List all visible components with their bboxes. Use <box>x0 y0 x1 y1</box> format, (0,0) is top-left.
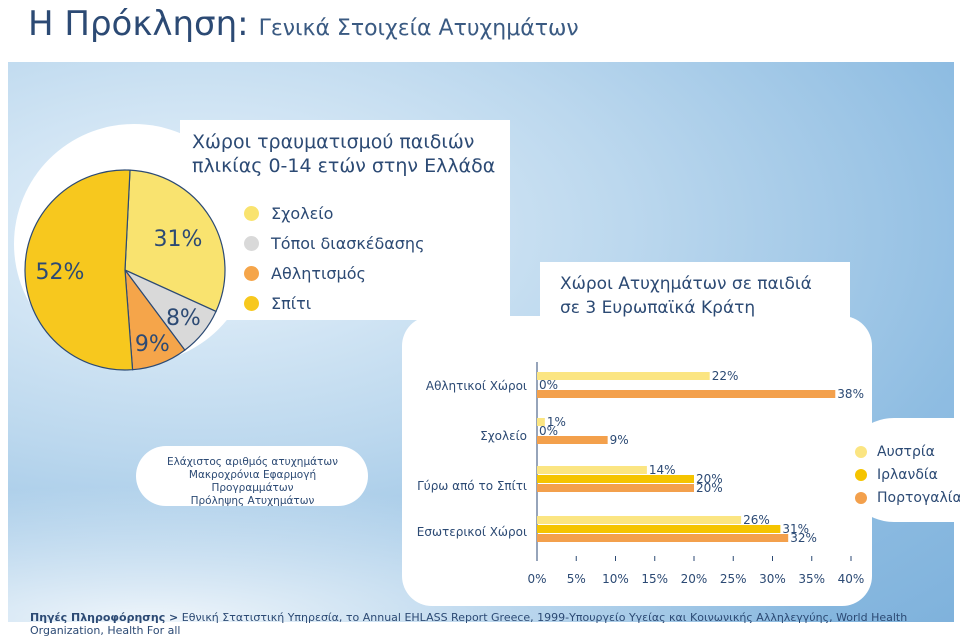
bar-value-label: 0% <box>539 424 558 438</box>
legend-item-ireland: Ιρλανδία <box>855 463 960 486</box>
bar-card <box>402 316 872 606</box>
legend-item-school: Σχολείο <box>244 198 424 228</box>
legend-label: Πορτογαλία <box>877 489 960 506</box>
legend-swatch <box>244 295 259 311</box>
bar-title-line: σε 3 Ευρωπαϊκά Κράτη <box>560 298 756 318</box>
x-tick-label: 20% <box>681 572 708 586</box>
legend-swatch <box>244 235 259 251</box>
legend-swatch <box>855 445 867 458</box>
x-tick-label: 25% <box>720 572 747 586</box>
bar-title-card <box>540 262 850 332</box>
bar-value-label: 22% <box>712 369 739 383</box>
category-label: Αθλητικοί Χώροι <box>426 379 527 393</box>
bar-value-label: 31% <box>782 522 809 536</box>
pie-legend: Σχολείο Τόποι διασκέδασης Αθλητισμός Σπί… <box>244 198 424 318</box>
bar-value-label: 38% <box>837 387 864 401</box>
x-tick-label: 40% <box>838 572 865 586</box>
bar-ireland <box>537 475 694 483</box>
source-line: Πηγές Πληροφόρησης > Εθνική Στατιστική Υ… <box>30 611 960 637</box>
legend-label: Σχολείο <box>271 203 334 223</box>
bar-austria <box>537 372 710 380</box>
legend-label: Αθλητισμός <box>271 263 366 283</box>
pie-title: Χώροι τραυματισμού παιδιών πλικίας 0-14 … <box>192 130 495 178</box>
note-line: Ελάχιστος αριθμός ατυχημάτων <box>166 456 339 468</box>
bar-portugal <box>537 534 789 542</box>
category-label: Σχολείο <box>480 429 527 443</box>
x-tick-label: 10% <box>602 572 629 586</box>
x-tick-label: 5% <box>567 572 586 586</box>
bar-title: Χώροι Ατυχημάτων σε παιδιά σε 3 Ευρωπαϊκ… <box>560 272 812 320</box>
pie-label-sports: 9% <box>135 332 170 357</box>
bar-austria <box>537 418 545 426</box>
category-label: Εσωτερικοί Χώροι <box>417 525 527 539</box>
bar-value-label: 20% <box>696 481 723 495</box>
note-card <box>136 446 368 506</box>
x-tick-label: 30% <box>759 572 786 586</box>
pie-title-line: πλικίας 0-14 ετών στην Ελλάδα <box>192 155 496 177</box>
bar-value-label: 26% <box>743 513 770 527</box>
note-line: Πρόληψης Ατυχημάτων <box>190 495 315 507</box>
legend-label: Αυστρία <box>877 443 935 460</box>
legend-label: Ιρλανδία <box>877 466 938 483</box>
legend-swatch <box>244 265 259 281</box>
bar-austria <box>537 466 647 474</box>
legend-swatch <box>244 205 259 221</box>
source-label: Πηγές Πληροφόρησης > <box>30 611 179 624</box>
pie-label-leisure: 8% <box>166 306 201 331</box>
legend-swatch <box>855 491 867 504</box>
legend-label: Σπίτι <box>271 293 312 313</box>
page-title-main: Η Πρόκληση: <box>28 4 249 44</box>
x-tick-label: 15% <box>641 572 668 586</box>
category-label: Γύρω από το Σπίτι <box>417 479 527 493</box>
note-line: Μακροχρόνια Εφαρμογή Προγραμμάτων <box>188 469 317 494</box>
bar-value-label: 14% <box>649 463 676 477</box>
bar-portugal <box>537 484 694 492</box>
x-tick-label: 35% <box>798 572 825 586</box>
bar-title-line: Χώροι Ατυχημάτων σε παιδιά <box>560 274 812 294</box>
bar-legend: Αυστρία Ιρλανδία Πορτογαλία <box>855 440 960 509</box>
pie-label-school: 31% <box>154 227 203 252</box>
bar-ireland <box>537 525 781 533</box>
pie-label-home: 52% <box>36 260 85 285</box>
pie-slice-home <box>24 169 134 371</box>
legend-item-leisure: Τόποι διασκέδασης <box>244 228 424 258</box>
legend-label: Τόποι διασκέδασης <box>271 233 425 253</box>
legend-swatch <box>855 468 867 481</box>
bar-portugal <box>537 436 608 444</box>
bar-austria <box>537 516 742 524</box>
bar-portugal <box>537 390 836 398</box>
bar-value-label: 20% <box>696 472 723 486</box>
bar-value-label: 9% <box>610 433 629 447</box>
pie-slice-school <box>124 169 226 313</box>
bar-value-label: 1% <box>547 415 566 429</box>
legend-item-portugal: Πορτογαλία <box>855 486 960 509</box>
note-text: Ελάχιστος αριθμός ατυχημάτων Μακροχρόνια… <box>150 456 355 508</box>
legend-item-austria: Αυστρία <box>855 440 960 463</box>
bar-value-label: 32% <box>790 531 817 545</box>
legend-item-home: Σπίτι <box>244 288 424 318</box>
bar-value-label: 0% <box>539 378 558 392</box>
legend-item-sports: Αθλητισμός <box>244 258 424 288</box>
pie-title-line: Χώροι τραυματισμού παιδιών <box>192 131 475 153</box>
x-tick-label: 0% <box>527 572 546 586</box>
page-title: Η Πρόκληση: Γενικά Στοιχεία Ατυχημάτων <box>28 4 579 44</box>
page-subtitle: Γενικά Στοιχεία Ατυχημάτων <box>258 16 579 41</box>
